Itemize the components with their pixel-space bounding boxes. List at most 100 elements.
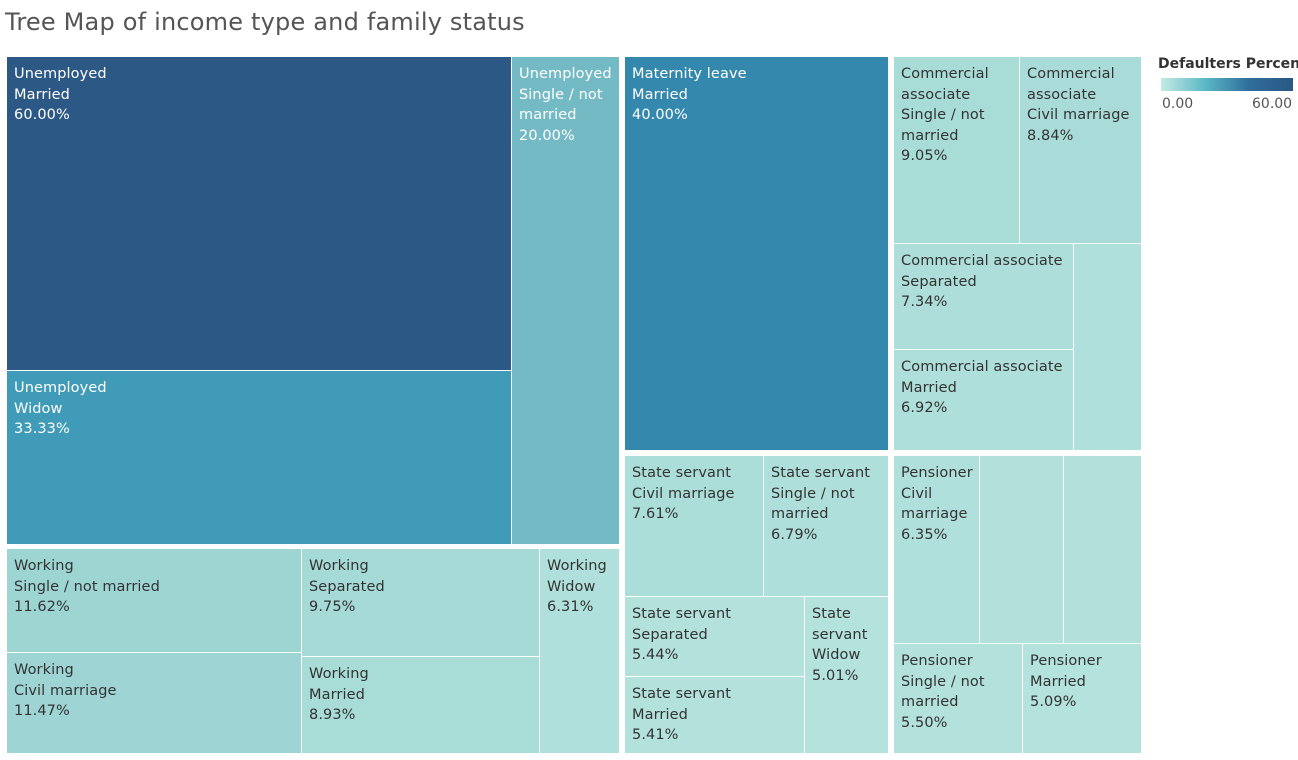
legend-min-label: 0.00	[1162, 96, 1194, 112]
treemap-cell[interactable]: Working Widow 6.31%	[540, 549, 620, 754]
cell-category-label: Working	[14, 558, 74, 574]
treemap-cell[interactable]: Commercial associate Separated 7.34%	[894, 244, 1074, 350]
cell-category-label: Civil marriage	[14, 682, 117, 699]
treemap-cell[interactable]: State servant Married 5.41%	[625, 677, 805, 754]
cell-category-label: Working	[309, 666, 369, 682]
treemap-cell[interactable]: Pensioner Married 5.09%	[1023, 644, 1142, 754]
chart-title: Tree Map of income type and family statu…	[5, 8, 525, 36]
cell-category-label: Working	[547, 558, 607, 574]
cell-category-label: associate	[901, 86, 971, 103]
cell-value-label: 40.00%	[632, 107, 688, 123]
treemap-cell[interactable]: Working Civil marriage 11.47%	[7, 653, 302, 754]
cell-label: Maternity leave Married 40.00%	[632, 64, 884, 126]
cell-category-label: State servant	[632, 465, 732, 481]
cell-category-label: Commercial	[1027, 66, 1115, 82]
cell-label: Pensioner Civil marriage 6.35%	[901, 463, 975, 545]
cell-value-label: 7.34%	[901, 294, 948, 310]
treemap-cell[interactable]: Commercial associate Single / not married 9.…	[894, 57, 1020, 244]
cell-label: State servant Civil marriage 7.61%	[632, 463, 759, 525]
cell-category-label: Commercial associate	[901, 359, 1063, 375]
treemap-cell[interactable]: State servant Separated 5.44%	[625, 597, 805, 677]
treemap-cell[interactable]: Unemployed Widow 33.33%	[7, 371, 512, 545]
cell-category-label: Maternity leave	[632, 66, 747, 82]
cell-category-label: Widow	[547, 578, 596, 595]
cell-value-label: 6.79%	[771, 526, 818, 543]
cell-category-label: Married	[901, 379, 957, 396]
treemap-cell[interactable]: State servant Widow 5.01%	[805, 597, 889, 754]
cell-category-label: Single / not	[771, 485, 855, 502]
treemap-cell[interactable]: Commercial associate Married 6.92%	[894, 350, 1074, 451]
cell-label: Commercial associate Civil marriage 8.84%	[1027, 64, 1137, 146]
cell-category-label: married	[519, 107, 577, 123]
cell-category-label: married	[771, 506, 829, 522]
cell-category-label: Unemployed	[14, 380, 107, 396]
cell-label: Unemployed Married 60.00%	[14, 64, 507, 126]
cell-label: Working Single / not married 11.62%	[14, 556, 297, 618]
cell-value-label: 5.41%	[632, 727, 679, 743]
cell-label: Working Married 8.93%	[309, 664, 535, 726]
cell-value-label: 7.61%	[632, 506, 679, 522]
cell-category-label: Single / not	[901, 673, 985, 690]
cell-category-label: Widow	[14, 400, 63, 417]
cell-category-label: Commercial	[901, 66, 989, 82]
cell-label: Commercial associate Single / not married 9.…	[901, 64, 1015, 167]
cell-value-label: 9.05%	[901, 148, 948, 164]
legend-max-label: 60.00	[1252, 96, 1293, 112]
cell-category-label: Married	[14, 86, 70, 103]
cell-category-label: Working	[309, 558, 369, 574]
cell-category-label: associate	[1027, 86, 1097, 103]
cell-label: Commercial associate Married 6.92%	[901, 357, 1069, 419]
treemap-cell[interactable]: State servant Single / not married 6.79%	[764, 456, 889, 597]
cell-category-label: State	[812, 606, 851, 622]
cell-label: State servant Separated 5.44%	[632, 604, 800, 666]
cell-category-label: Married	[1030, 673, 1086, 690]
cell-category-label: Married	[632, 706, 688, 723]
cell-value-label: 5.50%	[901, 714, 948, 731]
cell-value-label: 20.00%	[519, 127, 575, 144]
cell-category-label: Widow	[812, 647, 861, 663]
cell-value-label: 5.09%	[1030, 694, 1077, 710]
cell-category-label: Separated	[901, 273, 977, 290]
cell-category-label: marriage	[901, 506, 968, 522]
cell-label: Working Civil marriage 11.47%	[14, 660, 297, 722]
treemap-cell[interactable]: Working Separated 9.75%	[302, 549, 540, 657]
cell-value-label: 5.44%	[632, 647, 679, 663]
treemap-cell[interactable]	[980, 456, 1064, 644]
cell-category-label: State servant	[632, 606, 732, 622]
legend-title: Defaulters Percen..	[1158, 56, 1298, 72]
cell-label: Working Separated 9.75%	[309, 556, 535, 618]
cell-category-label: Single / not married	[14, 578, 160, 595]
treemap-cell[interactable]: Pensioner Single / not married 5.50%	[894, 644, 1023, 754]
treemap-cell[interactable]: State servant Civil marriage 7.61%	[625, 456, 764, 597]
cell-value-label: 8.84%	[1027, 127, 1074, 144]
cell-category-label: Separated	[632, 626, 708, 643]
cell-value-label: 11.62%	[14, 599, 70, 615]
treemap-cell[interactable]	[1064, 456, 1142, 644]
cell-value-label: 6.31%	[547, 599, 594, 615]
cell-label: State servant Married 5.41%	[632, 684, 800, 746]
cell-category-label: Commercial associate	[901, 253, 1063, 269]
cell-category-label: State servant	[771, 465, 871, 481]
cell-category-label: State servant	[632, 686, 732, 702]
cell-value-label: 33.33%	[14, 421, 70, 437]
treemap-cell[interactable]	[1074, 244, 1142, 451]
treemap-cell[interactable]: Commercial associate Civil marriage 8.84%	[1020, 57, 1142, 244]
cell-category-label: Unemployed	[519, 66, 612, 82]
treemap-cell[interactable]: Pensioner Civil marriage 6.35%	[894, 456, 980, 644]
cell-category-label: Single / not	[519, 86, 603, 103]
cell-category-label: Married	[632, 86, 688, 103]
treemap-cell[interactable]: Maternity leave Married 40.00%	[625, 57, 889, 451]
cell-category-label: Separated	[309, 578, 385, 595]
treemap-cell[interactable]: Working Married 8.93%	[302, 657, 540, 754]
cell-label: Unemployed Single / not married 20.00%	[519, 64, 615, 146]
cell-value-label: 8.93%	[309, 707, 356, 723]
legend-color-bar	[1161, 78, 1293, 91]
treemap-cell[interactable]: Unemployed Single / not married 20.00%	[512, 57, 620, 545]
cell-label: Commercial associate Separated 7.34%	[901, 251, 1069, 313]
treemap-cell[interactable]: Unemployed Married 60.00%	[7, 57, 512, 371]
treemap-cell[interactable]: Working Single / not married 11.62%	[7, 549, 302, 653]
cell-value-label: 60.00%	[14, 107, 70, 123]
cell-category-label: Unemployed	[14, 66, 107, 82]
cell-value-label: 6.35%	[901, 526, 948, 543]
